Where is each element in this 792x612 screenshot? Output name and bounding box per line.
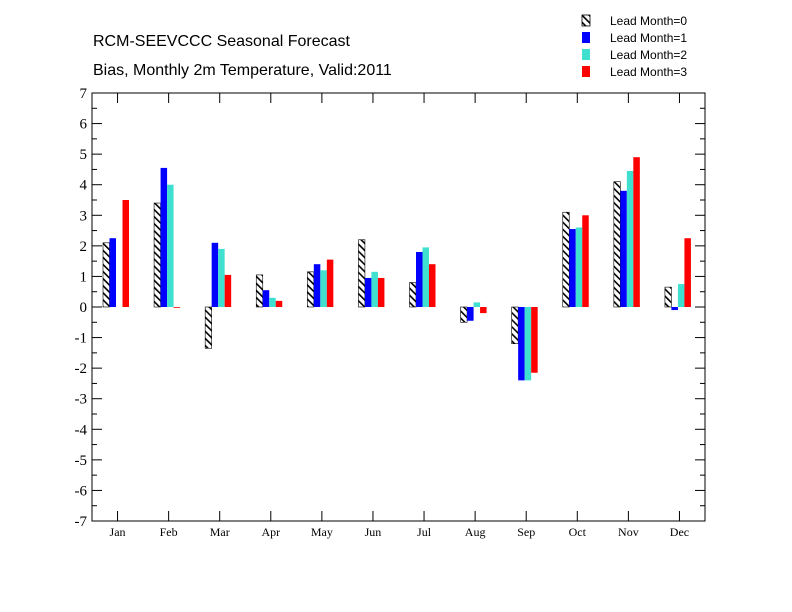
bar-aug-series-0 (460, 306, 468, 323)
bar-nov-series-2 (626, 170, 634, 307)
legend-label-1: Lead Month=1 (610, 31, 687, 45)
bar-jul-series-0 (409, 282, 417, 308)
bar-may-series-3 (326, 259, 334, 307)
bar-nov-series-0 (613, 181, 621, 308)
bar-jun-series-1 (364, 277, 372, 307)
legend-swatch-2 (582, 49, 590, 60)
y-tick-label: -6 (75, 483, 88, 499)
y-tick-label: -3 (75, 392, 88, 408)
bar-oct-series-1 (569, 229, 576, 307)
y-tick-label: 0 (80, 300, 88, 316)
bar-mar-series-3 (224, 274, 232, 307)
bar-nov-series-1 (620, 190, 627, 307)
y-tick-label: -7 (75, 514, 88, 530)
bar-dec-series-1 (671, 307, 678, 311)
bar-jan-series-1 (109, 238, 116, 307)
y-tick-label: 2 (80, 239, 88, 255)
bar-jan-series-0 (102, 242, 110, 308)
y-tick-label: 7 (80, 86, 88, 102)
bar-oct-series-0 (562, 211, 570, 308)
bar-feb-series-1 (160, 167, 168, 307)
bar-apr-series-1 (262, 290, 270, 307)
bar-sep-series-2 (524, 307, 532, 381)
y-tick-label: 3 (80, 208, 88, 224)
legend: Lead Month=0 Lead Month=1 Lead Month=2 Lead… (581, 14, 687, 79)
bar-apr-series-2 (269, 297, 276, 307)
bar-feb-series-2 (167, 184, 174, 307)
chart-title: RCM-SEEVCCC Seasonal Forecast (93, 33, 351, 50)
x-tick-label-nov: Nov (618, 525, 639, 539)
bar-apr-series-0 (255, 274, 264, 308)
x-tick-label-mar: Mar (210, 525, 230, 539)
bar-feb-series-0 (153, 202, 161, 308)
legend-label-2: Lead Month=2 (610, 48, 687, 62)
bar-apr-series-3 (275, 300, 283, 307)
y-tick-label: -2 (75, 361, 88, 377)
axes-layer: 7 6 5 4 3 2 1 0 -1 -2 -3 -4 -5 -6 -7 Jan Feb Mar Apr May Jun… (75, 86, 706, 539)
x-tick-label-dec: Dec (670, 525, 689, 539)
bar-oct-series-2 (575, 227, 583, 307)
x-tick-label-feb: Feb (160, 525, 178, 539)
bar-nov-series-3 (633, 157, 640, 307)
x-tick-label-aug: Aug (465, 525, 486, 539)
bar-sep-series-3 (531, 307, 538, 373)
legend-swatch-1 (582, 32, 590, 43)
bar-may-series-0 (307, 271, 315, 308)
x-tick-label-jan: Jan (110, 525, 126, 539)
y-tick-label: 6 (80, 117, 88, 133)
legend-label-0: Lead Month=0 (610, 14, 687, 28)
bar-dec-series-3 (684, 238, 691, 307)
y-tick-label: -4 (75, 422, 88, 438)
x-tick-label-jun: Jun (365, 525, 382, 539)
x-tick-label-oct: Oct (569, 525, 587, 539)
legend-swatch-0 (581, 14, 591, 27)
x-tick-label-may: May (311, 525, 333, 539)
bar-aug-series-1 (467, 307, 474, 321)
y-tick-label: -5 (75, 453, 88, 469)
bar-dec-series-2 (677, 284, 685, 307)
x-tick-label-sep: Sep (517, 525, 535, 539)
bar-mar-series-0 (204, 306, 212, 349)
bar-dec-series-0 (664, 286, 672, 308)
plot-frame (91, 92, 706, 522)
bar-mar-series-2 (218, 248, 225, 307)
bar-may-series-1 (313, 264, 321, 307)
bar-aug-series-2 (473, 302, 481, 307)
bar-jul-series-2 (422, 247, 429, 307)
y-tick-label: 4 (80, 178, 88, 194)
legend-swatch-3 (582, 66, 590, 77)
bar-jul-series-3 (429, 264, 436, 307)
chart-subtitle: Bias, Monthly 2m Temperature, Valid:2011 (93, 62, 392, 79)
y-tick-label: -1 (75, 331, 88, 347)
bar-jun-series-2 (371, 271, 378, 307)
x-tick-label-jul: Jul (417, 525, 432, 539)
bar-sep-series-1 (518, 307, 525, 381)
bar-may-series-2 (320, 270, 327, 307)
bar-mar-series-1 (211, 242, 219, 307)
bar-aug-series-3 (480, 307, 487, 314)
y-tick-label: 5 (80, 147, 88, 163)
bar-jul-series-1 (416, 251, 423, 307)
bar-oct-series-3 (582, 215, 589, 307)
bar-jan-series-3 (122, 200, 129, 307)
bar-sep-series-0 (511, 306, 519, 344)
bar-jun-series-3 (377, 277, 385, 307)
bar-feb-series-3 (173, 307, 181, 308)
bar-jun-series-0 (358, 239, 366, 308)
x-tick-label-apr: Apr (261, 525, 280, 539)
y-tick-label: 1 (80, 269, 88, 285)
bars-layer (102, 157, 691, 381)
legend-label-3: Lead Month=3 (610, 65, 687, 79)
